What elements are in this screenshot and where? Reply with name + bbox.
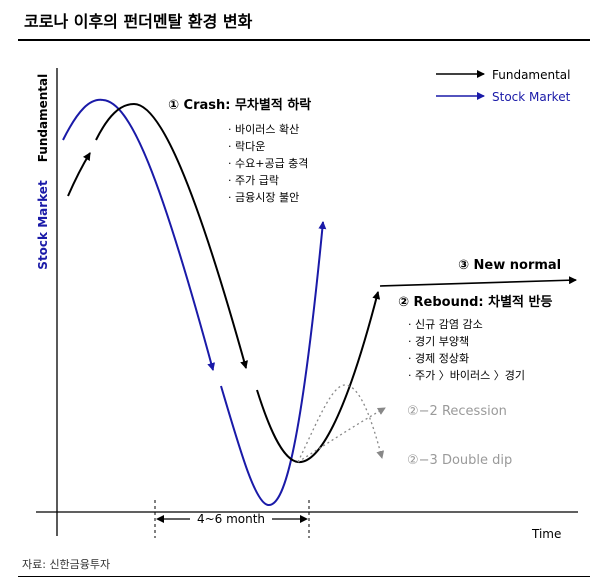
crash-title: ① Crash: 무차별적 하락 — [168, 97, 311, 113]
double-dip-dotted-path — [297, 384, 385, 463]
duration-label: 4~6 month — [197, 512, 265, 526]
legend-stock-label: Stock Market — [492, 90, 571, 104]
stock-curve-bottom-segment — [220, 221, 327, 507]
new-normal-title: ③ New normal — [458, 258, 561, 273]
rebound-bullet-3: · 경제 정상화 — [408, 352, 469, 365]
bottom-divider — [18, 576, 590, 577]
stock-curve-start-segment — [62, 98, 104, 141]
x-axis-label: Time — [531, 527, 561, 541]
recession-label: ②−2 Recession — [407, 404, 507, 419]
crash-bullet-1: · 바이러스 확산 — [228, 123, 299, 136]
crash-bullet-3: · 수요+공급 충격 — [228, 157, 308, 170]
title-divider — [18, 39, 590, 41]
crash-bullet-5: · 금융시장 불안 — [228, 191, 299, 204]
double-dip-label: ②−3 Double dip — [407, 453, 512, 468]
rebound-bullet-4: · 주가 〉바이러스 〉경기 — [408, 369, 525, 382]
crash-bullet-4: · 주가 급락 — [228, 174, 279, 187]
crash-bullet-2: · 락다운 — [228, 140, 265, 153]
page-title: 코로나 이후의 펀더멘탈 환경 변화 — [24, 12, 253, 31]
rebound-bullet-1: · 신규 감염 감소 — [408, 318, 483, 331]
stock-curve-decline-segment — [102, 99, 216, 371]
source-note: 자료: 신한금융투자 — [22, 558, 111, 571]
rebound-title: ② Rebound: 차별적 반등 — [398, 294, 553, 310]
new-normal-arrow — [379, 276, 577, 287]
y-axis-label-fundamental: Fundamental — [36, 74, 50, 163]
recession-dotted-path — [297, 407, 386, 463]
legend-fundamental-label: Fundamental — [492, 68, 571, 82]
fundamental-peak-segment — [95, 102, 248, 369]
rebound-bullet-2: · 경기 부양책 — [408, 335, 469, 348]
y-axis-label-stock: Stock Market — [36, 180, 50, 270]
fundamental-start-arrow — [67, 152, 91, 197]
fundamental-trough-segment — [256, 291, 381, 464]
